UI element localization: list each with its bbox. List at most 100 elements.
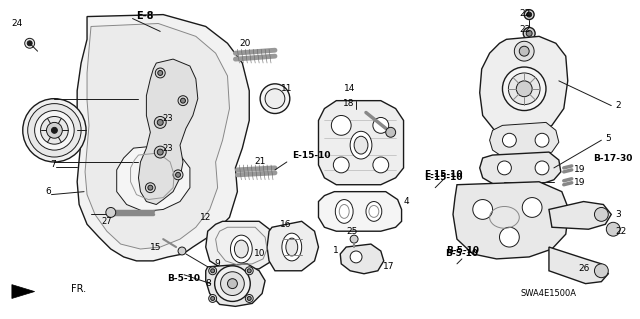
- Circle shape: [350, 251, 362, 263]
- Text: 27: 27: [102, 217, 112, 226]
- Circle shape: [154, 146, 166, 158]
- Polygon shape: [319, 101, 404, 185]
- Circle shape: [595, 264, 608, 278]
- Circle shape: [28, 104, 81, 157]
- Polygon shape: [490, 122, 559, 158]
- Circle shape: [535, 161, 549, 175]
- Circle shape: [332, 115, 351, 135]
- Circle shape: [28, 41, 32, 46]
- Text: E-8: E-8: [136, 11, 154, 21]
- Circle shape: [350, 235, 358, 243]
- Circle shape: [156, 68, 165, 78]
- Circle shape: [373, 117, 388, 133]
- Text: 26: 26: [578, 264, 589, 273]
- Polygon shape: [549, 202, 611, 229]
- Circle shape: [519, 46, 529, 56]
- Text: 12: 12: [200, 213, 212, 222]
- Circle shape: [211, 269, 214, 273]
- Polygon shape: [267, 221, 319, 271]
- Text: B-5-10: B-5-10: [445, 249, 479, 258]
- Circle shape: [23, 99, 86, 162]
- Ellipse shape: [350, 131, 372, 159]
- Circle shape: [227, 279, 237, 289]
- Circle shape: [245, 267, 253, 275]
- Circle shape: [497, 161, 511, 175]
- Text: 24: 24: [11, 19, 22, 28]
- Text: 22: 22: [615, 227, 627, 236]
- Circle shape: [209, 267, 216, 275]
- Polygon shape: [205, 221, 275, 271]
- Circle shape: [209, 294, 216, 302]
- Polygon shape: [549, 247, 608, 284]
- Circle shape: [221, 272, 244, 295]
- Circle shape: [51, 127, 58, 133]
- Polygon shape: [12, 285, 35, 299]
- Text: B-5-10: B-5-10: [168, 274, 200, 283]
- Polygon shape: [205, 264, 265, 306]
- Circle shape: [247, 269, 252, 273]
- Circle shape: [158, 70, 163, 75]
- Circle shape: [40, 116, 68, 144]
- Circle shape: [265, 89, 285, 108]
- Text: 19: 19: [573, 165, 585, 174]
- Circle shape: [178, 247, 186, 255]
- Circle shape: [245, 294, 253, 302]
- Text: 18: 18: [344, 99, 355, 108]
- Text: 22: 22: [519, 25, 530, 34]
- Ellipse shape: [286, 238, 298, 256]
- Polygon shape: [480, 36, 568, 138]
- Circle shape: [386, 127, 396, 137]
- Text: 20: 20: [239, 39, 251, 48]
- Circle shape: [148, 185, 153, 190]
- Text: 23: 23: [163, 114, 173, 123]
- Circle shape: [535, 133, 549, 147]
- Circle shape: [157, 149, 163, 155]
- Circle shape: [516, 81, 532, 97]
- Text: 3: 3: [615, 210, 621, 219]
- Text: SWA4E1500A: SWA4E1500A: [521, 289, 577, 298]
- Circle shape: [515, 41, 534, 61]
- Ellipse shape: [234, 240, 248, 258]
- Polygon shape: [77, 15, 249, 261]
- Circle shape: [178, 96, 188, 106]
- Text: 2: 2: [615, 101, 621, 110]
- Circle shape: [157, 119, 163, 125]
- Text: 23: 23: [163, 144, 173, 152]
- Circle shape: [247, 296, 252, 300]
- Circle shape: [524, 27, 535, 39]
- Ellipse shape: [354, 136, 368, 154]
- Text: 21: 21: [255, 158, 266, 167]
- Text: FR.: FR.: [71, 284, 86, 293]
- Circle shape: [211, 296, 214, 300]
- Circle shape: [35, 111, 74, 150]
- Circle shape: [154, 116, 166, 128]
- Ellipse shape: [366, 202, 382, 221]
- Polygon shape: [480, 152, 561, 185]
- Text: 8: 8: [205, 279, 211, 288]
- Text: 16: 16: [280, 220, 292, 229]
- Text: 5: 5: [605, 134, 611, 143]
- Text: 25: 25: [346, 227, 358, 236]
- Circle shape: [175, 172, 180, 177]
- Circle shape: [502, 67, 546, 111]
- Ellipse shape: [335, 200, 353, 223]
- Circle shape: [333, 157, 349, 173]
- Circle shape: [473, 200, 493, 219]
- Circle shape: [106, 207, 116, 217]
- Polygon shape: [340, 244, 384, 274]
- Ellipse shape: [230, 235, 252, 263]
- Circle shape: [47, 122, 62, 138]
- Text: 9: 9: [215, 259, 220, 268]
- Text: 4: 4: [404, 197, 409, 206]
- Text: 22: 22: [519, 9, 530, 18]
- Ellipse shape: [282, 233, 301, 261]
- Circle shape: [260, 84, 290, 114]
- Text: 19: 19: [573, 178, 585, 187]
- Text: 1: 1: [333, 247, 339, 256]
- Circle shape: [524, 10, 534, 19]
- Circle shape: [526, 30, 532, 36]
- Text: 11: 11: [281, 84, 292, 93]
- Circle shape: [508, 73, 540, 105]
- Circle shape: [522, 197, 542, 217]
- Circle shape: [527, 12, 532, 17]
